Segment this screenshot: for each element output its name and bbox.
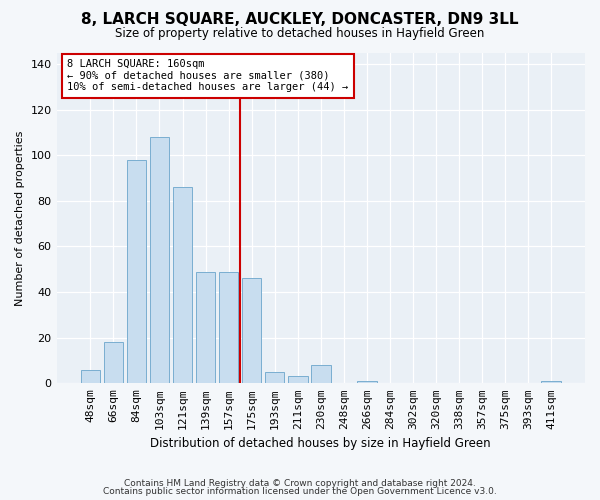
Text: 8, LARCH SQUARE, AUCKLEY, DONCASTER, DN9 3LL: 8, LARCH SQUARE, AUCKLEY, DONCASTER, DN9… — [81, 12, 519, 28]
Bar — [196, 272, 215, 384]
X-axis label: Distribution of detached houses by size in Hayfield Green: Distribution of detached houses by size … — [151, 437, 491, 450]
Bar — [242, 278, 262, 384]
Bar — [311, 365, 331, 384]
Bar — [80, 370, 100, 384]
Bar — [541, 381, 561, 384]
Bar — [219, 272, 238, 384]
Text: Contains HM Land Registry data © Crown copyright and database right 2024.: Contains HM Land Registry data © Crown c… — [124, 478, 476, 488]
Y-axis label: Number of detached properties: Number of detached properties — [15, 130, 25, 306]
Bar — [104, 342, 123, 384]
Bar — [265, 372, 284, 384]
Bar — [173, 187, 193, 384]
Bar — [357, 381, 377, 384]
Bar — [149, 137, 169, 384]
Text: 8 LARCH SQUARE: 160sqm
← 90% of detached houses are smaller (380)
10% of semi-de: 8 LARCH SQUARE: 160sqm ← 90% of detached… — [67, 59, 349, 92]
Bar — [127, 160, 146, 384]
Text: Size of property relative to detached houses in Hayfield Green: Size of property relative to detached ho… — [115, 28, 485, 40]
Bar — [288, 376, 308, 384]
Text: Contains public sector information licensed under the Open Government Licence v3: Contains public sector information licen… — [103, 487, 497, 496]
